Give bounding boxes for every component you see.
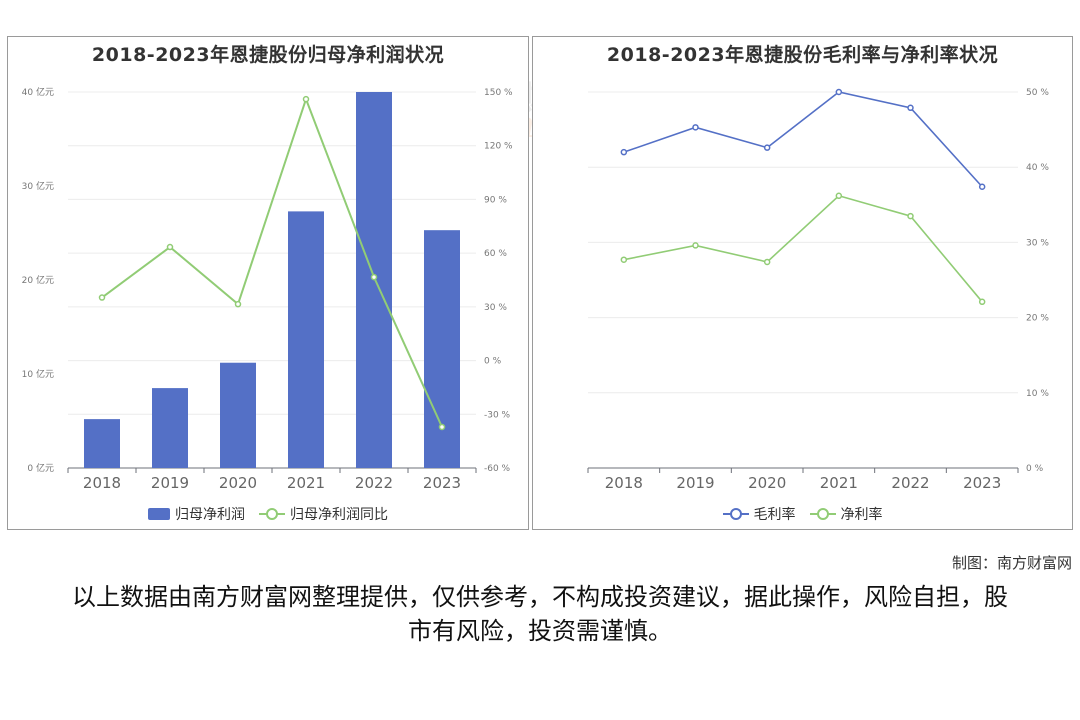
series-line-yoy xyxy=(101,96,443,428)
x-tick-label: 2021 xyxy=(287,474,325,492)
chart-title: 2018-2023年恩捷股份毛利率与净利率状况 xyxy=(606,44,999,66)
line-point xyxy=(978,183,986,191)
y-tick-label-right: 40 % xyxy=(1026,163,1049,173)
margin-chart: 0 % 10 % 20 % 30 % 40 % 50 % 2018 2019 2020 2021 2… xyxy=(587,88,1049,492)
y-tick-label-left: 20 亿元 xyxy=(22,274,54,286)
x-tick-label: 2018 xyxy=(83,474,121,492)
net-profit-chart-panel: 2018-2023年恩捷股份归母净利润状况 0 亿元 10 亿元 20 亿元 30 亿… xyxy=(7,36,529,530)
line-point xyxy=(370,273,378,281)
legend-label: 归母净利润同比 xyxy=(290,507,388,523)
y-tick-label-right: 50 % xyxy=(1026,88,1049,98)
line-point xyxy=(835,192,843,200)
legend-bar-swatch-icon xyxy=(148,508,170,520)
x-tick-label: 2019 xyxy=(676,474,714,492)
line-point xyxy=(692,124,699,131)
line-point xyxy=(98,294,106,301)
legend-label: 净利率 xyxy=(840,507,883,523)
legend-label: 毛利率 xyxy=(753,507,796,523)
y-tick-label-right: 0 % xyxy=(1026,464,1044,474)
line-point xyxy=(692,242,699,249)
y-tick-label-right: 30 % xyxy=(484,303,507,313)
y-tick-label-left: 30 亿元 xyxy=(22,180,54,192)
y-tick-label-right: 30 % xyxy=(1026,238,1049,248)
chart-credit: 制图：南方财富网 xyxy=(951,554,1072,572)
chart-title: 2018-2023年恩捷股份归母净利润状况 xyxy=(91,44,445,66)
y-tick-label-right: 20 % xyxy=(1026,314,1049,324)
bar xyxy=(288,211,324,468)
line-point xyxy=(620,148,628,156)
line-point xyxy=(438,423,446,431)
x-tick-label: 2020 xyxy=(748,474,786,492)
legend-item-net-margin[interactable]: 净利率 xyxy=(809,504,883,524)
x-tick-label: 2019 xyxy=(151,474,189,492)
legend-item-line[interactable]: 归母净利润同比 xyxy=(259,504,388,524)
line-point xyxy=(835,88,843,96)
line-point xyxy=(763,144,771,151)
y-tick-label-left: 0 亿元 xyxy=(27,462,54,474)
line-point xyxy=(907,212,914,220)
line-point xyxy=(234,300,242,308)
legend-label: 归母净利润 xyxy=(175,507,245,523)
line-point xyxy=(907,104,914,112)
x-tick-label: 2018 xyxy=(605,474,643,492)
bar xyxy=(424,230,460,468)
y-tick-label-right: 150 % xyxy=(484,88,513,98)
legend-item-gross-margin[interactable]: 毛利率 xyxy=(722,504,796,524)
margin-chart-panel: 2018-2023年恩捷股份毛利率与净利率状况 0 % 10 % 20 % 30 % 4… xyxy=(532,36,1073,530)
bar xyxy=(84,419,120,468)
line-point xyxy=(620,256,628,263)
disclaimer-text: 以上数据由南方财富网整理提供，仅供参考，不构成投资建议，据此操作，风险自担，股市… xyxy=(72,583,1008,645)
y-tick-label-right: 60 % xyxy=(484,249,507,259)
x-tick-label: 2022 xyxy=(891,474,929,492)
y-tick-label-right: 10 % xyxy=(1026,389,1049,399)
series-line-gross-margin xyxy=(623,91,983,188)
legend-line-swatch-icon xyxy=(809,508,836,520)
bar xyxy=(152,388,188,468)
x-tick-label: 2023 xyxy=(423,474,461,492)
x-tick-label: 2022 xyxy=(355,474,393,492)
y-tick-label-right: -30 % xyxy=(484,410,511,420)
line-point xyxy=(978,298,986,306)
y-tick-label-right: -60 % xyxy=(484,464,511,474)
y-tick-label-left: 10 亿元 xyxy=(22,368,54,380)
bar xyxy=(220,362,256,468)
series-line-net-margin xyxy=(623,194,983,303)
legend-line-swatch-icon xyxy=(259,508,285,520)
line-point xyxy=(302,95,310,103)
y-tick-label-left: 40 亿元 xyxy=(22,86,54,98)
line-point xyxy=(166,243,174,251)
y-tick-label-right: 90 % xyxy=(484,195,507,205)
y-tick-label-right: 120 % xyxy=(484,142,513,152)
legend: 归母净利润 归母净利润同比 xyxy=(8,503,528,525)
net-profit-chart: 0 亿元 10 亿元 20 亿元 30 亿元 40 亿元 -60 % -30 % 0 % 30 … xyxy=(22,86,513,492)
legend-item-bar[interactable]: 归母净利润 xyxy=(148,504,245,524)
legend: 毛利率 净利率 xyxy=(533,503,1072,525)
x-tick-label: 2021 xyxy=(820,474,858,492)
y-tick-label-right: 0 % xyxy=(484,357,502,367)
line-point xyxy=(763,258,771,266)
x-tick-label: 2023 xyxy=(963,474,1001,492)
legend-line-swatch-icon xyxy=(722,508,749,520)
x-tick-label: 2020 xyxy=(219,474,257,492)
